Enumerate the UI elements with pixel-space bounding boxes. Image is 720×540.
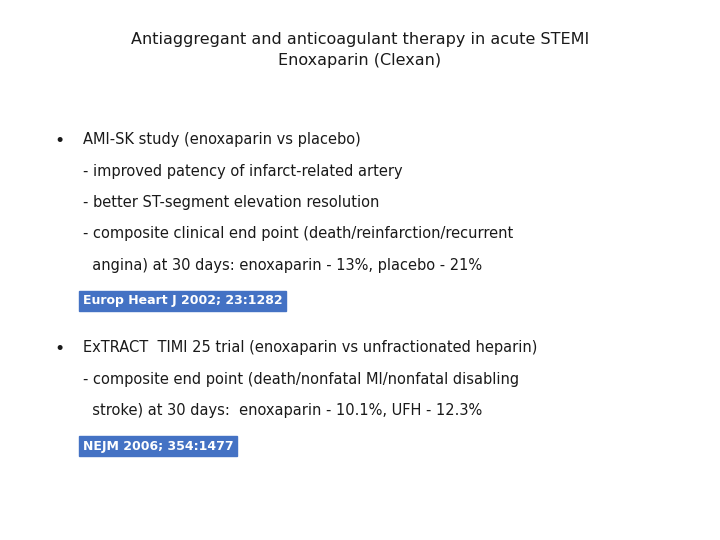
Text: angina) at 30 days: enoxaparin - 13%, placebo - 21%: angina) at 30 days: enoxaparin - 13%, pl… (83, 258, 482, 273)
Text: •: • (54, 132, 64, 150)
Text: ExTRACT  TIMI 25 trial (enoxaparin vs unfractionated heparin): ExTRACT TIMI 25 trial (enoxaparin vs unf… (83, 340, 537, 355)
Text: - composite end point (death/nonfatal MI/nonfatal disabling: - composite end point (death/nonfatal MI… (83, 372, 519, 387)
Text: •: • (54, 340, 64, 358)
Text: stroke) at 30 days:  enoxaparin - 10.1%, UFH - 12.3%: stroke) at 30 days: enoxaparin - 10.1%, … (83, 403, 482, 418)
Text: - improved patency of infarct-related artery: - improved patency of infarct-related ar… (83, 164, 402, 179)
Text: AMI-SK study (enoxaparin vs placebo): AMI-SK study (enoxaparin vs placebo) (83, 132, 361, 147)
Text: - composite clinical end point (death/reinfarction/recurrent: - composite clinical end point (death/re… (83, 226, 513, 241)
Text: - better ST-segment elevation resolution: - better ST-segment elevation resolution (83, 195, 379, 210)
Text: Antiaggregant and anticoagulant therapy in acute STEMI
Enoxaparin (Clexan): Antiaggregant and anticoagulant therapy … (131, 32, 589, 68)
Text: NEJM 2006; 354:1477: NEJM 2006; 354:1477 (83, 440, 233, 453)
Text: Europ Heart J 2002; 23:1282: Europ Heart J 2002; 23:1282 (83, 294, 282, 307)
